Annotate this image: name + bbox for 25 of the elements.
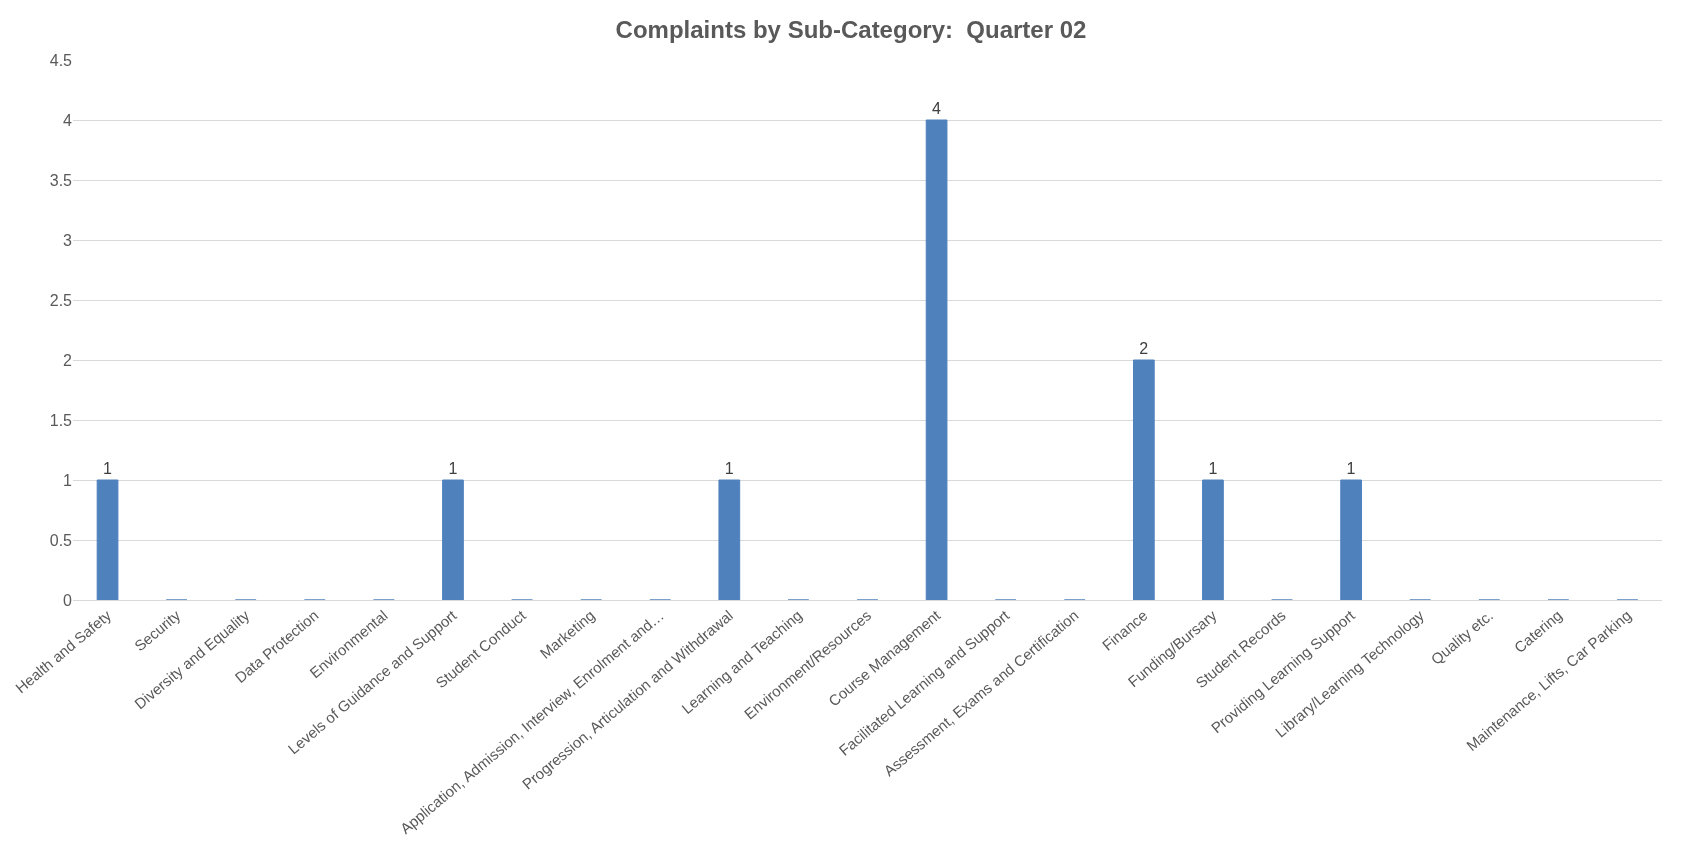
bar [442,479,464,600]
y-tick-label: 1 [63,471,73,489]
bar [96,479,119,600]
y-tick-label: 3 [63,231,73,249]
data-label: 1 [103,460,113,477]
data-label: 1 [1346,460,1356,477]
y-tick-label: 2.5 [49,291,73,309]
bar [1202,479,1224,600]
data-label: 1 [724,460,734,477]
data-label: 1 [1208,460,1218,477]
y-tick-label: 0.5 [49,531,73,549]
y-tick-label: 2 [63,351,73,369]
y-tick-label: 4.5 [49,51,73,69]
bar [1340,479,1362,600]
y-tick-label: 0 [63,591,73,609]
y-tick-label: 1.5 [49,411,73,429]
bar [718,479,741,600]
data-label: 2 [1139,340,1149,357]
bar [925,119,948,600]
y-tick-label: 3.5 [49,171,73,189]
data-label: 1 [448,460,458,477]
data-label: 4 [932,100,942,117]
y-tick-label: 4 [63,111,73,129]
bar [1132,359,1155,600]
chart-title: Complaints by Sub-Category: Quarter 02 [615,16,1087,44]
